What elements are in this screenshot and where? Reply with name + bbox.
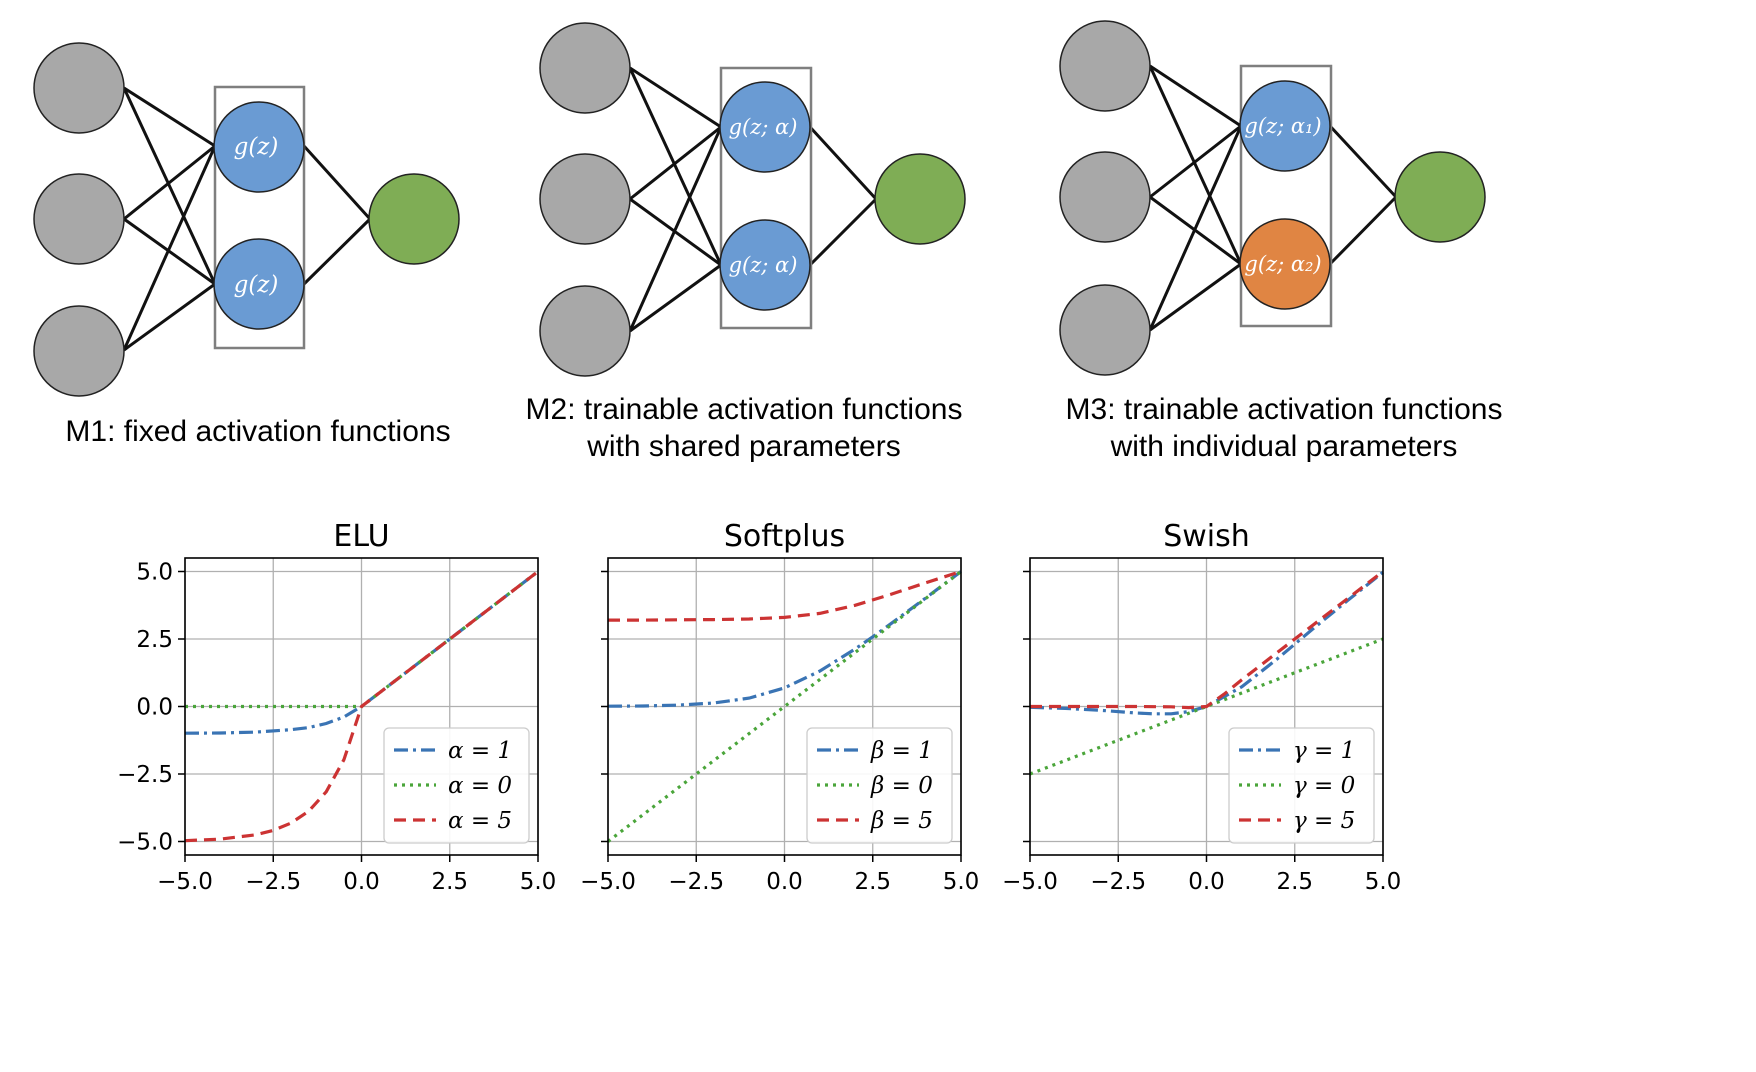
legend-label: γ = 5 bbox=[1293, 808, 1355, 834]
x-tick-label: 0.0 bbox=[343, 869, 380, 895]
legend-label: β = 0 bbox=[870, 773, 933, 799]
y-tick-label: −2.5 bbox=[117, 762, 173, 788]
m3-caption-line-1: M3: trainable activation functions bbox=[1066, 393, 1503, 426]
diagram-m3: g(z; α₁) g(z; α₂) M3: trainable activati… bbox=[1059, 20, 1503, 463]
legend-label: α = 1 bbox=[448, 738, 512, 764]
x-tick-label: 0.0 bbox=[1188, 869, 1225, 895]
m2-hidden-label-2: g(z; α) bbox=[729, 253, 798, 277]
chart-title: Swish bbox=[1163, 519, 1250, 554]
legend-label: α = 0 bbox=[448, 773, 512, 799]
m3-input-node-1 bbox=[1059, 20, 1151, 112]
m1-input-node-1 bbox=[33, 42, 125, 134]
y-tick-label: 0.0 bbox=[136, 695, 173, 721]
m3-hidden-label-1: g(z; α₁) bbox=[1244, 114, 1321, 138]
m2-input-node-2 bbox=[539, 153, 631, 245]
legend-label: β = 5 bbox=[870, 808, 933, 834]
m1-output-node bbox=[368, 173, 460, 265]
legend-box bbox=[806, 727, 953, 844]
x-tick-label: 2.5 bbox=[854, 869, 891, 895]
m2-input-node-3 bbox=[539, 285, 631, 377]
m2-caption-line-1: M2: trainable activation functions bbox=[526, 393, 963, 426]
chart-title: Softplus bbox=[724, 519, 845, 554]
m3-hidden-node-2 bbox=[1239, 218, 1331, 310]
y-tick-label: 2.5 bbox=[136, 627, 173, 653]
series-line-2 bbox=[608, 569, 962, 622]
legend-label: α = 5 bbox=[448, 808, 512, 834]
diagram-m2: g(z; α) g(z; α) M2: trainable activation… bbox=[526, 22, 966, 463]
series-line-0 bbox=[607, 570, 962, 708]
x-tick-label: −5.0 bbox=[580, 869, 636, 895]
legend-label: γ = 1 bbox=[1293, 738, 1355, 764]
x-tick-label: 5.0 bbox=[1365, 869, 1402, 895]
m1-hidden-node-2 bbox=[213, 238, 305, 330]
x-tick-label: 5.0 bbox=[943, 869, 980, 895]
legend-box bbox=[1228, 727, 1375, 844]
series-line-2 bbox=[184, 570, 539, 843]
legend-box bbox=[383, 727, 530, 844]
m2-hidden-layer-box bbox=[719, 66, 813, 330]
m2-output-node bbox=[874, 153, 966, 245]
x-tick-label: −2.5 bbox=[1090, 869, 1146, 895]
series-line-1 bbox=[607, 570, 962, 843]
m1-input-node-3 bbox=[33, 305, 125, 397]
chart-panel-softplus: −5.0 −2.5 0.0 2.5 5.0 Softplus β = 1 β = 0 β = 5 bbox=[580, 519, 979, 895]
m3-caption-line-2: with individual parameters bbox=[1110, 430, 1458, 463]
chart-panel-elu: −5.0 −2.5 0.0 2.5 5.0 5.0 2.5 0.0 −2.5 −5.0 ELU α =… bbox=[117, 519, 556, 895]
y-tick-label: 5.0 bbox=[136, 560, 173, 586]
x-tick-label: 0.0 bbox=[766, 869, 803, 895]
legend-label: γ = 0 bbox=[1293, 773, 1355, 799]
series-line-0 bbox=[1029, 571, 1384, 716]
x-tick-label: −2.5 bbox=[245, 869, 301, 895]
x-tick-label: 5.0 bbox=[520, 869, 557, 895]
y-tick-label: −5.0 bbox=[117, 830, 173, 856]
legend-label: β = 1 bbox=[870, 738, 933, 764]
diagram-m1: g(z) g(z) M1: fixed activation functions bbox=[33, 42, 460, 448]
m3-hidden-node-1 bbox=[1239, 80, 1331, 172]
m3-input-node-3 bbox=[1059, 284, 1151, 376]
x-tick-label: 2.5 bbox=[431, 869, 468, 895]
m1-caption-line-1: M1: fixed activation functions bbox=[65, 415, 450, 448]
x-tick-label: −5.0 bbox=[1002, 869, 1058, 895]
m1-hidden-label-2: g(z) bbox=[234, 272, 279, 298]
m3-output-node bbox=[1394, 151, 1486, 243]
x-tick-label: −2.5 bbox=[668, 869, 724, 895]
m2-edges bbox=[628, 66, 878, 333]
m1-hidden-layer-box bbox=[213, 85, 306, 350]
m3-hidden-label-2: g(z; α₂) bbox=[1244, 252, 1321, 276]
m3-hidden-layer-box bbox=[1239, 64, 1333, 328]
m1-hidden-node-1 bbox=[213, 101, 305, 193]
chart-title: ELU bbox=[333, 519, 389, 554]
x-tick-label: 2.5 bbox=[1276, 869, 1313, 895]
m2-input-node-1 bbox=[539, 22, 631, 114]
x-tick-label: −5.0 bbox=[157, 869, 213, 895]
m2-hidden-label-1: g(z; α) bbox=[729, 115, 798, 139]
m1-edges bbox=[122, 86, 372, 352]
m3-edges bbox=[1148, 64, 1398, 332]
m2-hidden-node-2 bbox=[719, 219, 811, 311]
m2-caption-line-2: with shared parameters bbox=[586, 430, 900, 463]
m1-hidden-label-1: g(z) bbox=[234, 134, 279, 160]
series-line-1 bbox=[1029, 637, 1384, 776]
chart-panel-swish: −5.0 −2.5 0.0 2.5 5.0 Swish γ = 1 γ = 0 γ = 5 bbox=[1002, 519, 1401, 895]
m1-input-node-2 bbox=[33, 173, 125, 265]
m2-hidden-node-1 bbox=[719, 81, 811, 173]
m3-input-node-2 bbox=[1059, 151, 1151, 243]
series-line-2 bbox=[1030, 570, 1384, 710]
